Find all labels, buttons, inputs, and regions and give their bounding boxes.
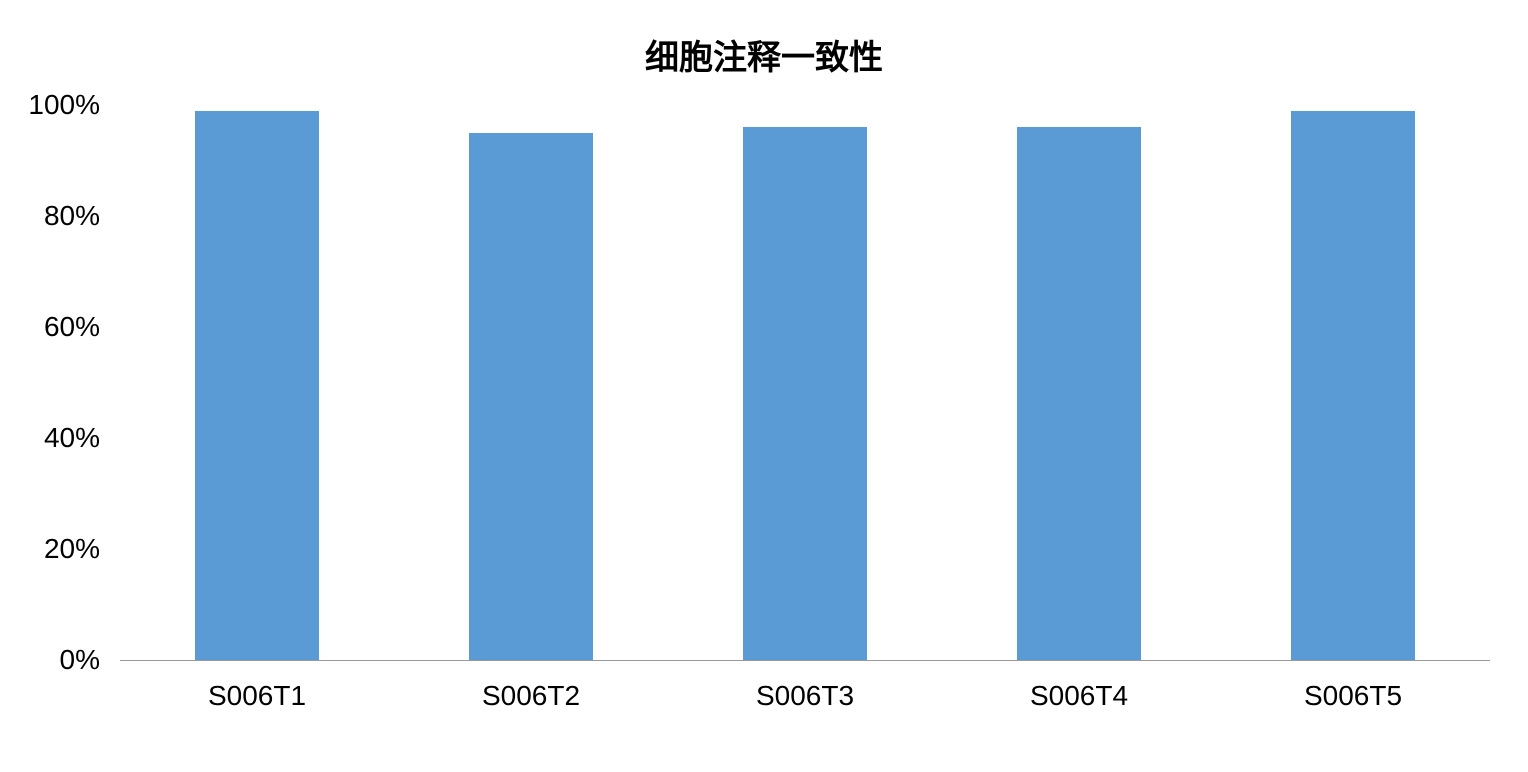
x-tick-label: S006T1 (208, 680, 306, 712)
x-tick-label: S006T3 (756, 680, 854, 712)
y-tick-label: 80% (44, 200, 100, 232)
x-tick-label: S006T4 (1030, 680, 1128, 712)
bar (743, 127, 866, 660)
x-tick-label: S006T2 (482, 680, 580, 712)
bar (1291, 111, 1414, 660)
y-tick-label: 0% (60, 644, 100, 676)
plot-area (120, 105, 1490, 660)
x-axis-line (120, 660, 1490, 661)
bar (195, 111, 318, 660)
bar (1017, 127, 1140, 660)
x-axis: S006T1 S006T2 S006T3 S006T4 S006T5 (120, 670, 1490, 730)
y-axis: 100% 80% 60% 40% 20% 0% (0, 105, 110, 660)
x-tick-label: S006T5 (1304, 680, 1402, 712)
chart-container: 细胞注释一致性 100% 80% 60% 40% 20% 0% S006T1S0… (0, 0, 1528, 772)
y-tick-label: 100% (28, 89, 100, 121)
y-tick-label: 20% (44, 533, 100, 565)
y-tick-label: 60% (44, 311, 100, 343)
chart-title: 细胞注释一致性 (0, 30, 1528, 79)
bar (469, 133, 592, 660)
bars-group (120, 105, 1490, 660)
y-tick-label: 40% (44, 422, 100, 454)
